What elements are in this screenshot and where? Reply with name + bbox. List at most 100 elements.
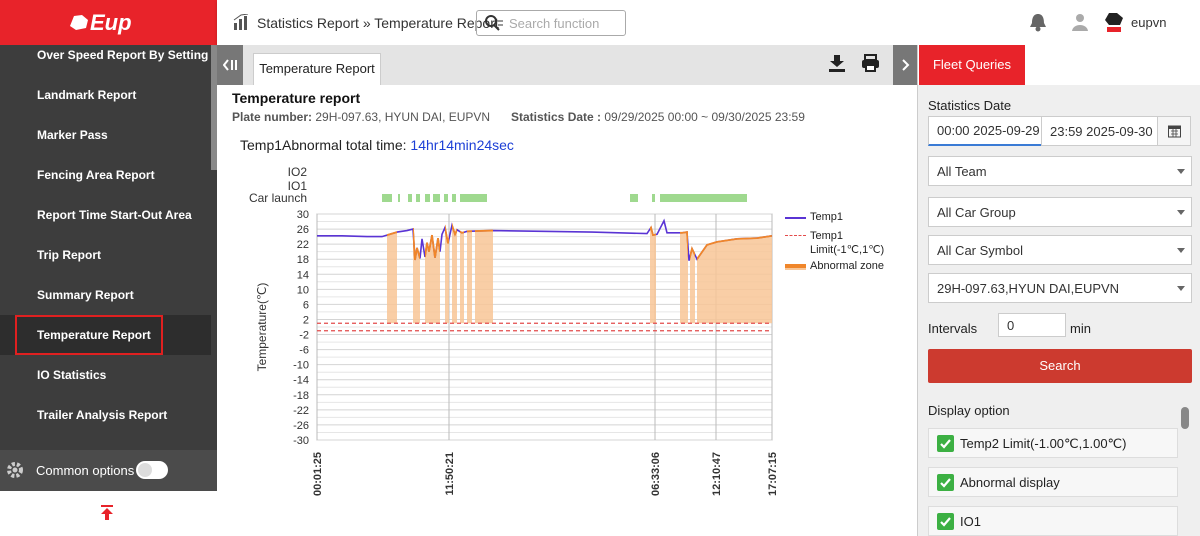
user-name[interactable]: eupvn — [1131, 15, 1167, 30]
menu-item[interactable]: Trip Report — [37, 248, 102, 262]
menu: Over Speed Report By Setting Landmark Rep… — [0, 0, 211, 450]
option-row[interactable]: IO1 — [928, 506, 1178, 536]
checkbox[interactable] — [937, 474, 954, 491]
abnormal-zone — [690, 248, 695, 324]
scroll-top-icon[interactable] — [100, 505, 114, 521]
right-panel: Fleet Queries Statistics Date 00:00 2025… — [917, 45, 1200, 536]
breadcrumb-separator: » — [362, 15, 371, 31]
search-box[interactable]: Search function — [476, 10, 626, 36]
collapse-button[interactable] — [217, 45, 243, 85]
option-row[interactable]: Temp2 Limit(-1.00℃,1.00℃) — [928, 428, 1178, 458]
legend-swatch — [785, 264, 806, 268]
legend-swatch — [785, 235, 806, 236]
checkbox[interactable] — [937, 513, 954, 530]
report-date: Statistics Date : 09/29/2025 00:00 ~ 09/… — [511, 110, 805, 124]
car-launch-segment — [452, 194, 456, 202]
select[interactable]: All Team — [928, 156, 1192, 186]
breadcrumb: Statistics Report » Temperature Report — [257, 15, 499, 31]
y-axis-title: Temperature(℃) — [255, 283, 269, 372]
io-row-label: Car launch — [249, 191, 307, 205]
end-date[interactable]: 23:59 2025-09-30 — [1041, 116, 1158, 146]
legend-label[interactable]: Abnormal zone — [810, 260, 884, 272]
abnormal-line — [387, 218, 772, 261]
x-tick-label: 11:50:21 — [444, 452, 456, 495]
abnormal-summary: Temp1Abnormal total time: 14hr14min24sec — [240, 137, 514, 153]
y-tick-label: -2 — [299, 330, 309, 342]
search-placeholder: Search function — [509, 16, 600, 31]
y-tick-label: 18 — [297, 254, 309, 266]
menu-item[interactable]: Summary Report — [37, 288, 134, 302]
calendar-button[interactable] — [1157, 116, 1191, 146]
y-tick-label: 10 — [297, 284, 309, 296]
menu-item[interactable]: IO Statistics — [37, 368, 107, 382]
select-arrow — [1177, 169, 1185, 174]
y-tick-label: -18 — [293, 390, 309, 402]
legend-label[interactable]: Temp1 Limit(-1℃,1℃) — [810, 230, 885, 256]
select[interactable]: All Car Symbol — [928, 235, 1192, 265]
tab-bar: Temperature Report — [217, 45, 917, 85]
select[interactable]: 29H-097.63,HYUN DAI,EUPVN — [928, 273, 1192, 303]
date-label: Statistics Date : — [511, 110, 602, 124]
start-date[interactable]: 00:00 2025-09-29 — [928, 116, 1042, 146]
y-tick-label: -26 — [293, 420, 309, 432]
menu-item[interactable]: Report Time Start-Out Area — [37, 208, 192, 222]
option-label: Abnormal display — [960, 475, 1060, 490]
download-icon[interactable] — [828, 54, 846, 72]
gear-icon — [7, 462, 23, 478]
abnormal-time: 14hr14min24sec — [410, 137, 514, 153]
chart: 30 26 22 18 14 10 6 2 -2 -6 -10 -14 -18 -22 -26 -3000:0… — [249, 165, 777, 496]
abnormal-zone — [467, 231, 472, 324]
print-icon[interactable] — [861, 54, 880, 72]
date-value: 09/29/2025 00:00 ~ 09/30/2025 23:59 — [604, 110, 805, 124]
menu-item[interactable]: Fencing Area Report — [37, 168, 155, 182]
user-icon[interactable] — [1070, 12, 1090, 32]
menu-item[interactable]: Marker Pass — [37, 128, 108, 142]
car-launch-segment — [382, 194, 392, 202]
select-arrow — [1177, 210, 1185, 215]
abnormal-zone — [475, 230, 493, 324]
y-tick-label: 6 — [303, 299, 309, 311]
header: Statistics Report » Temperature Report S… — [217, 0, 1200, 45]
y-tick-label: 14 — [297, 269, 309, 281]
intervals-label: Intervals — [928, 321, 978, 336]
option-row[interactable]: Abnormal display — [928, 467, 1178, 497]
y-tick-label: -10 — [293, 360, 309, 372]
checkbox[interactable] — [937, 435, 954, 452]
y-tick-label: -22 — [293, 405, 309, 417]
abnormal-zone — [650, 227, 656, 324]
search-button[interactable]: Search — [928, 349, 1192, 383]
io-row-label: IO1 — [288, 179, 308, 193]
y-tick-label: -6 — [299, 345, 309, 357]
menu-item[interactable]: Over Speed Report By Setting — [37, 48, 209, 62]
active-outline — [15, 315, 163, 355]
option-label: Temp2 Limit(-1.00℃,1.00℃) — [960, 436, 1127, 451]
fleet-tab[interactable]: Fleet Queries — [919, 45, 1025, 85]
plate-value: 29H-097.63, HYUN DAI, EUPVN — [315, 110, 491, 124]
abnormal-zone — [425, 235, 440, 324]
report-icon — [233, 14, 249, 30]
legend-label[interactable]: Temp1 — [810, 211, 844, 223]
abnormal-label: Temp1Abnormal total time: — [240, 137, 407, 153]
y-tick-label: -14 — [293, 375, 309, 387]
display-label: Display option — [928, 403, 1010, 418]
expand-button[interactable] — [893, 45, 917, 85]
x-tick-label: 17:07:15 — [767, 452, 777, 496]
menu-item[interactable]: Landmark Report — [37, 88, 137, 102]
bottom-area — [0, 491, 217, 536]
menu-item[interactable]: Trailer Analysis Report — [37, 408, 168, 422]
tab[interactable]: Temperature Report — [253, 53, 381, 85]
breadcrumb-item[interactable]: Statistics Report — [257, 15, 359, 31]
logo-icon — [70, 15, 88, 30]
io-row-label: IO2 — [288, 165, 308, 179]
car-launch-segment — [398, 194, 400, 202]
car-launch-segment — [460, 194, 487, 202]
menu-item[interactable]: Temperature Report — [37, 328, 151, 342]
select[interactable]: All Car Group — [928, 197, 1192, 227]
toggle[interactable] — [136, 461, 168, 479]
bell-icon[interactable] — [1028, 12, 1048, 32]
y-tick-label: 22 — [297, 239, 309, 251]
intervals-input[interactable]: 0 — [998, 313, 1066, 337]
car-launch-segment — [425, 194, 430, 202]
y-tick-label: -30 — [293, 435, 309, 447]
select-arrow — [1177, 248, 1185, 253]
